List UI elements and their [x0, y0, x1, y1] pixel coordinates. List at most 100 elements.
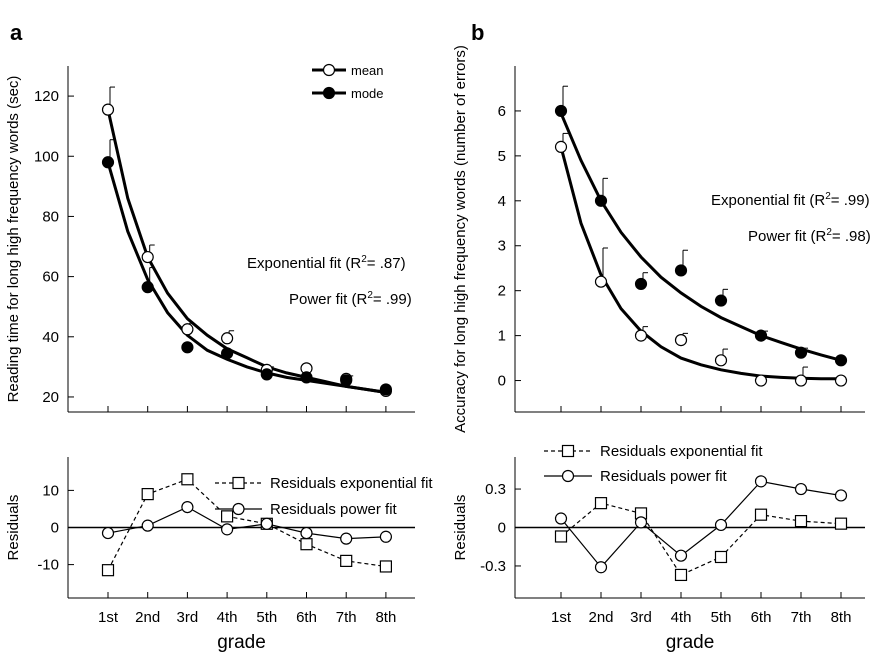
residual-legend-marker	[561, 469, 575, 483]
residual-point	[340, 554, 353, 567]
mode-point	[714, 294, 728, 307]
residual-point	[794, 482, 808, 496]
x-tick-label: 8th	[831, 609, 852, 626]
fit-curve	[106, 161, 387, 394]
mean-point	[141, 250, 154, 264]
x-tick-label: 5th	[256, 609, 277, 626]
residual-line	[560, 502, 842, 576]
residual-y-tick-label: 0	[498, 520, 506, 537]
x-tick-label: 2nd	[588, 609, 613, 626]
mode-point	[379, 383, 392, 396]
residual-legend-label: Residuals exponential fit	[270, 475, 433, 492]
y-axis-label: Accuracy for long high frequency words (…	[452, 45, 469, 433]
residual-point	[379, 560, 392, 573]
legend-label-mode: mode	[351, 86, 384, 101]
residual-point	[181, 473, 194, 486]
mode-point	[221, 347, 234, 360]
mean-point	[754, 374, 768, 387]
mean-point	[674, 334, 688, 347]
x-tick-label: 5th	[711, 609, 732, 626]
residual-point	[554, 530, 568, 543]
residual-point	[834, 517, 848, 530]
mode-point	[634, 277, 648, 291]
residual-point	[834, 489, 848, 502]
residual-y-axis-label: Residuals	[5, 495, 22, 561]
residual-y-tick-label: -10	[37, 557, 59, 574]
mean-point	[594, 275, 608, 288]
mode-point	[181, 341, 194, 354]
residual-y-tick-label: 0.3	[485, 481, 506, 498]
residual-point	[794, 514, 808, 528]
x-tick-label: 7th	[336, 609, 357, 626]
residual-legend-label: Residuals power fit	[270, 501, 398, 518]
legend-label-mean: mean	[351, 63, 384, 78]
mean-point	[714, 354, 728, 367]
x-tick-label: 4th	[217, 609, 238, 626]
x-tick-label: 8th	[375, 609, 396, 626]
mode-point	[260, 368, 273, 381]
x-axis-label: grade	[666, 632, 715, 652]
residual-legend-label: Residuals power fit	[600, 468, 728, 485]
residual-point	[141, 488, 154, 501]
residual-y-tick-label: 10	[42, 482, 59, 499]
y-tick-label: 5	[498, 148, 506, 165]
mean-point	[181, 323, 194, 336]
residual-y-tick-label: -0.3	[480, 558, 506, 575]
mean-point	[221, 332, 234, 345]
panel-label-b: b	[471, 20, 484, 45]
legend-marker-mean	[322, 63, 336, 77]
mode-point	[794, 346, 808, 359]
y-tick-label: 100	[34, 148, 59, 165]
residual-point	[754, 475, 768, 488]
residual-line	[107, 478, 386, 571]
y-tick-label: 20	[42, 389, 59, 406]
mode-point	[300, 371, 313, 384]
mean-point	[101, 103, 115, 116]
residual-point	[221, 510, 234, 523]
y-tick-label: 0	[498, 373, 506, 390]
y-tick-label: 80	[42, 208, 59, 225]
residual-line	[107, 506, 386, 540]
x-tick-label: 4th	[671, 609, 692, 626]
panel-b: 0 1 2 3 4 5 6 Accuracy for long high frequency …	[452, 45, 871, 652]
residual-legend-label: Residuals exponential fit	[600, 443, 763, 460]
residual-legend-marker	[561, 444, 575, 458]
residual-point	[181, 500, 194, 514]
y-axis-label: Reading time for long high frequency wor…	[5, 76, 22, 403]
residual-point	[379, 530, 392, 543]
mode-point	[834, 354, 848, 367]
residual-legend-marker	[232, 476, 245, 490]
legend-marker-mode	[322, 86, 336, 100]
y-tick-label: 2	[498, 283, 506, 300]
mode-point	[554, 104, 568, 118]
y-tick-label: 6	[498, 103, 506, 120]
exponential-fit-annotation: Exponential fit (R2= .99)	[711, 191, 870, 209]
residual-point	[554, 512, 568, 525]
residual-point	[674, 549, 688, 562]
mean-point	[554, 140, 568, 153]
residual-point	[714, 550, 728, 564]
fit-curve	[559, 146, 841, 381]
mode-point	[101, 156, 115, 169]
residual-point	[674, 568, 688, 582]
residual-point	[714, 518, 728, 532]
residual-point	[300, 526, 313, 540]
x-tick-label: 6th	[296, 609, 317, 626]
x-tick-label: 3rd	[177, 609, 199, 626]
residual-legend-marker	[232, 502, 245, 516]
y-tick-label: 40	[42, 329, 59, 346]
y-tick-label: 120	[34, 88, 59, 105]
mean-point	[834, 374, 848, 387]
residual-point	[634, 516, 648, 529]
mode-point	[340, 374, 353, 387]
residual-point	[101, 526, 115, 540]
residual-point	[221, 523, 234, 536]
mean-point	[634, 329, 648, 342]
mode-point	[674, 264, 688, 277]
residual-y-tick-label: 0	[51, 520, 59, 537]
x-tick-label: 1st	[551, 609, 572, 626]
mode-point	[141, 281, 154, 294]
x-tick-label: 1st	[98, 609, 119, 626]
mode-point	[594, 194, 608, 207]
